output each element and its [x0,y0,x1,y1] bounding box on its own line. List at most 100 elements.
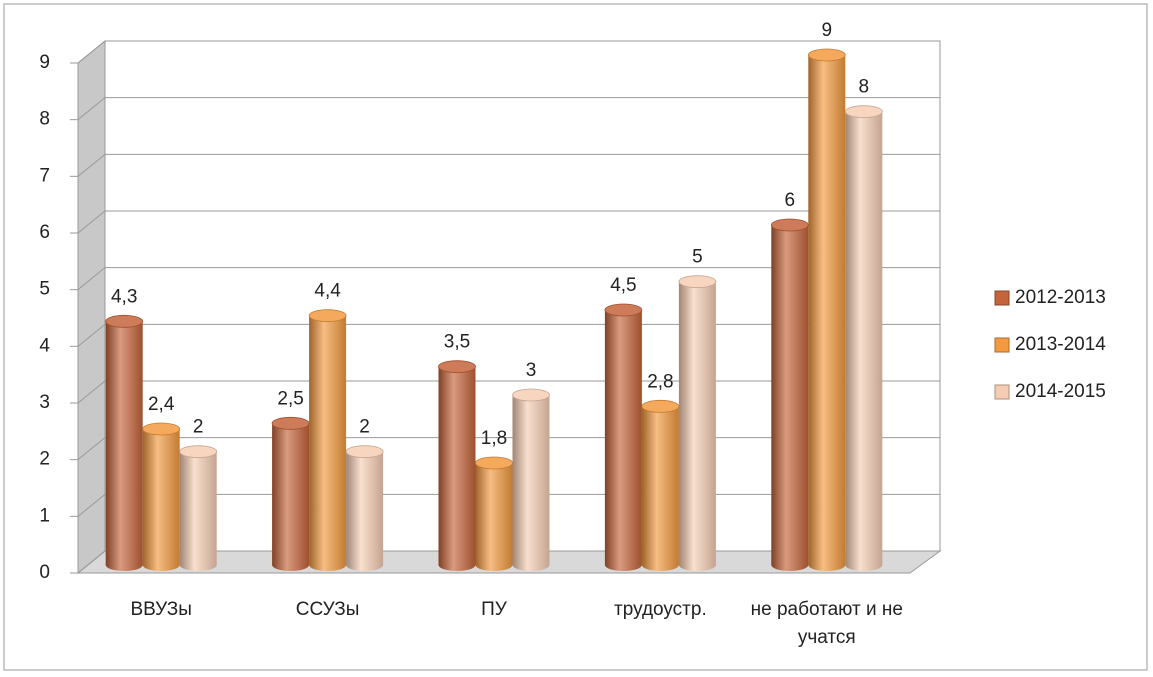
value-label: 3,5 [444,332,470,353]
bar-top [512,388,550,402]
value-label: 4,5 [610,275,636,296]
grid-line [77,97,106,121]
legend-swatch [994,290,1010,306]
value-label: 8 [859,77,870,98]
bar-top [604,303,643,317]
bar-body [771,225,809,565]
value-label: 2 [359,417,370,438]
side-wall [77,39,106,575]
y-tick-label: 1 [39,505,50,526]
y-tick-label: 9 [39,52,50,73]
x-tick-label: ССУЗы [295,599,360,620]
value-label: 9 [822,20,833,41]
bar-top [345,445,384,459]
grid-line [77,437,106,461]
value-label: 2 [193,417,204,438]
bar-top [844,105,883,119]
value-label: 2,4 [148,394,175,415]
bar-top [438,360,476,374]
value-label: 2,5 [277,388,303,409]
bar-bottom [475,559,513,571]
bar-bottom [808,559,846,571]
y-tick-label: 4 [39,335,50,356]
y-tick-label: 2 [39,449,50,470]
bar-body [438,366,476,565]
value-label: 5 [692,247,703,268]
y-tick-label: 8 [39,109,50,130]
bar-top [308,309,347,323]
grid-line [77,153,106,177]
bar-bottom [309,559,347,571]
bar-top [770,218,809,232]
bar-body [678,281,716,565]
bar-body [808,55,846,565]
bar [512,388,550,571]
bar [271,416,310,571]
grid-line [77,323,106,347]
bar [604,303,643,571]
value-label: 1,8 [481,428,507,449]
legend-swatch [994,384,1010,400]
bar [345,445,384,571]
legend-label: 2013-2014 [1015,334,1106,355]
bar-body [604,310,642,565]
bar-bottom [604,559,642,571]
bar [641,399,680,571]
bar-top [105,314,144,328]
y-tick-label: 6 [39,222,50,243]
x-tick-label: трудоустр. [614,599,707,620]
legend-swatch [994,337,1010,353]
bar-body [105,321,143,565]
x-tick-label: не работают и не учатся [750,599,903,648]
bar-bottom [142,559,180,571]
chart-border [3,3,1148,671]
bar-bottom [105,559,143,571]
bar [475,456,513,571]
bar [770,218,809,571]
legend-label: 2014-2015 [1015,381,1106,402]
bar-bottom [346,559,384,571]
bar-body [641,406,679,565]
bar-top [179,445,218,459]
bar-bottom [678,559,716,571]
y-tick-label: 3 [39,392,50,413]
value-label: 2,8 [647,371,673,392]
value-label: 4,4 [314,281,341,302]
bar [179,445,218,571]
y-tick-label: 0 [39,562,50,583]
bar-bottom [272,559,310,571]
bar [807,48,846,571]
bar-top [475,456,513,470]
bar-bottom [845,559,883,571]
bar [105,314,144,571]
grid-line [77,210,106,234]
bar-body [272,423,310,565]
bar-body [309,315,347,565]
bar [438,360,476,571]
bar [678,275,717,571]
grid-line [77,550,106,574]
grid-line [77,40,106,64]
bar [844,105,883,571]
bar-top [641,399,680,413]
y-tick-label: 5 [39,279,50,300]
value-label: 6 [785,190,796,211]
bar-bottom [641,559,679,571]
value-label: 4,3 [111,286,137,307]
bar-bottom [438,559,476,571]
bar-bottom [771,559,809,571]
bar-body [845,111,883,566]
bar [308,309,347,571]
bar-top [142,422,181,436]
value-label: 3 [526,360,537,381]
bar [142,422,181,571]
bar-body [512,395,550,565]
bar-top [807,48,846,62]
bar-body [179,451,217,565]
bar-body [475,463,513,565]
bar-top [271,416,310,430]
bar-body [346,451,384,565]
bar-top [678,275,717,289]
